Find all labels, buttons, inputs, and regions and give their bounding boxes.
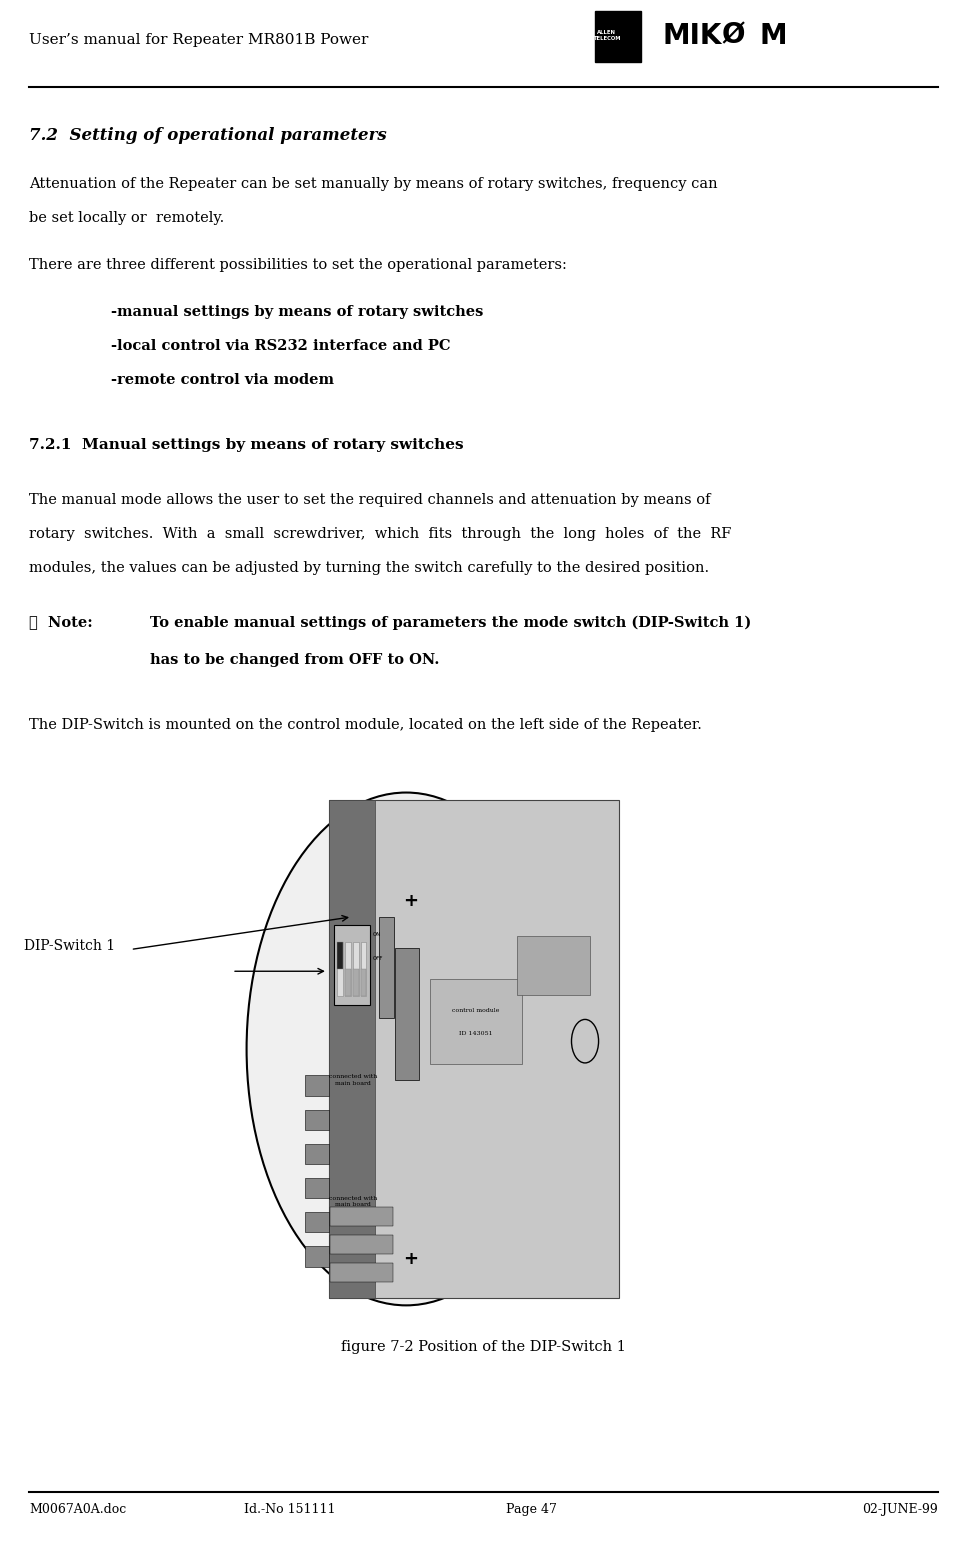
Text: has to be changed from OFF to ON.: has to be changed from OFF to ON.	[150, 653, 439, 667]
Text: M: M	[759, 22, 787, 50]
Text: +: +	[403, 1249, 419, 1268]
Text: Ø: Ø	[721, 22, 745, 50]
Bar	[305, 1246, 329, 1267]
Bar	[305, 1178, 329, 1198]
Bar	[334, 925, 370, 1005]
Text: be set locally or  remotely.: be set locally or remotely.	[29, 211, 224, 225]
Text: connected with
main board: connected with main board	[329, 1195, 377, 1207]
Text: User’s manual for Repeater MR801B Power: User’s manual for Repeater MR801B Power	[29, 33, 368, 48]
Text: The DIP-Switch is mounted on the control module, located on the left side of the: The DIP-Switch is mounted on the control…	[29, 718, 702, 732]
Text: control module: control module	[453, 1007, 499, 1013]
Bar	[330, 1263, 393, 1282]
Text: -local control via RS232 interface and PC: -local control via RS232 interface and P…	[111, 339, 451, 353]
Text: Page 47: Page 47	[507, 1503, 557, 1515]
Text: figure 7-2 Position of the DIP-Switch 1: figure 7-2 Position of the DIP-Switch 1	[341, 1340, 626, 1354]
Bar	[305, 1075, 329, 1096]
Text: connected with
main board: connected with main board	[329, 1074, 377, 1086]
Bar	[353, 970, 359, 996]
Bar	[517, 936, 590, 995]
Text: modules, the values can be adjusted by turning the switch carefully to the desir: modules, the values can be adjusted by t…	[29, 561, 709, 575]
Circle shape	[247, 793, 566, 1305]
Text: rotary  switches.  With  a  small  screwdriver,  which  fits  through  the  long: rotary switches. With a small screwdrive…	[29, 527, 731, 541]
Text: MIK: MIK	[662, 22, 721, 50]
Text: Attenuation of the Repeater can be set manually by means of rotary switches, fre: Attenuation of the Repeater can be set m…	[29, 177, 718, 191]
Bar	[595, 11, 641, 62]
Bar	[337, 942, 343, 996]
Text: DIP-Switch 1: DIP-Switch 1	[24, 939, 115, 954]
Bar	[353, 942, 359, 996]
Text: 02-JUNE-99: 02-JUNE-99	[863, 1503, 938, 1515]
Text: The manual mode allows the user to set the required channels and attenuation by : The manual mode allows the user to set t…	[29, 493, 711, 507]
Text: There are three different possibilities to set the operational parameters:: There are three different possibilities …	[29, 258, 567, 272]
Text: ☞  Note:: ☞ Note:	[29, 615, 93, 629]
Bar	[430, 979, 522, 1064]
Text: 7.2  Setting of operational parameters: 7.2 Setting of operational parameters	[29, 127, 387, 145]
Bar	[361, 942, 366, 996]
Text: ON: ON	[372, 932, 381, 937]
Text: M0067A0A.doc: M0067A0A.doc	[29, 1503, 127, 1515]
Text: +: +	[403, 892, 419, 911]
Bar	[379, 917, 394, 1018]
Bar	[345, 942, 351, 996]
Text: -manual settings by means of rotary switches: -manual settings by means of rotary swit…	[111, 305, 484, 319]
Bar	[305, 1212, 329, 1232]
Text: To enable manual settings of parameters the mode switch (DIP-Switch 1): To enable manual settings of parameters …	[150, 615, 751, 629]
Bar	[361, 970, 366, 996]
Text: 7.2.1  Manual settings by means of rotary switches: 7.2.1 Manual settings by means of rotary…	[29, 438, 463, 452]
Text: Id.-No 151111: Id.-No 151111	[245, 1503, 336, 1515]
Bar	[329, 800, 375, 1298]
Bar	[305, 1110, 329, 1130]
Bar	[305, 1144, 329, 1164]
Text: -remote control via modem: -remote control via modem	[111, 373, 335, 387]
Text: ID 143051: ID 143051	[459, 1030, 492, 1037]
Bar	[329, 800, 619, 1298]
Bar	[395, 948, 419, 1080]
Bar	[330, 1235, 393, 1254]
Bar	[330, 1207, 393, 1226]
Text: OFF: OFF	[372, 956, 383, 960]
Bar	[345, 970, 351, 996]
Text: ALLEN
TELECOM: ALLEN TELECOM	[593, 31, 620, 40]
Bar	[337, 942, 343, 970]
